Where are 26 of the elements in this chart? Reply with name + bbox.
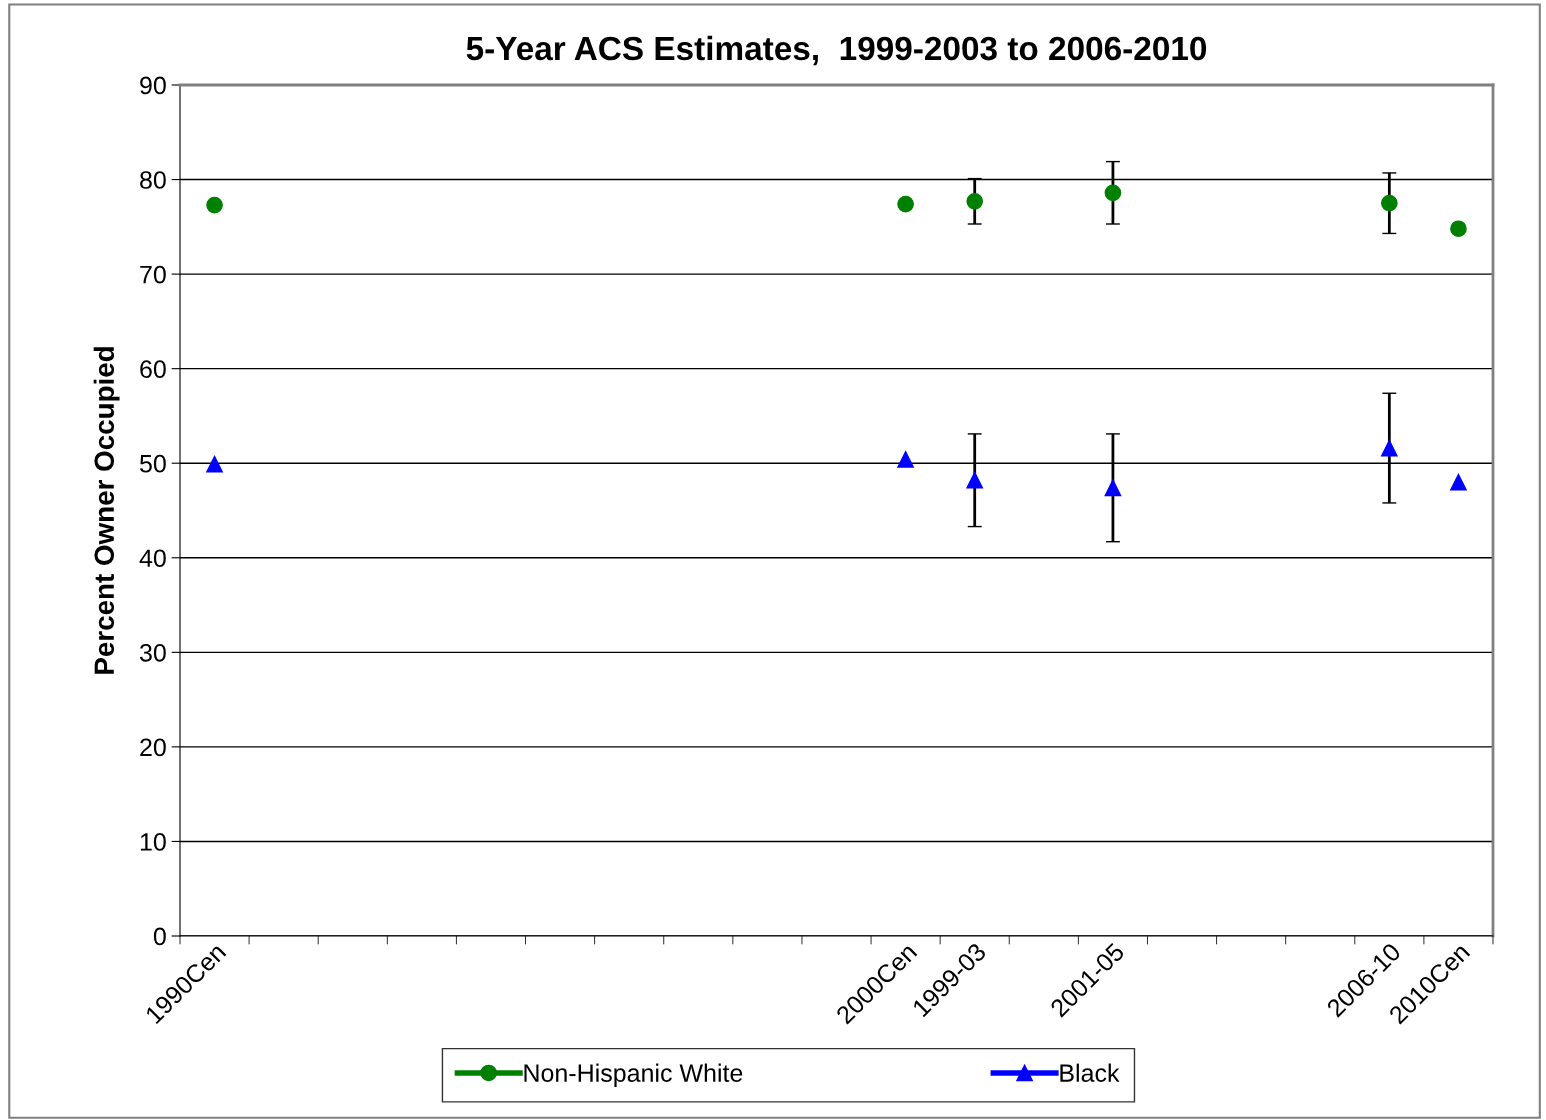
point (206, 196, 223, 214)
point (1450, 220, 1467, 238)
point (1104, 184, 1122, 202)
point (1450, 473, 1467, 491)
y-tick-label: 60 (140, 360, 166, 378)
y-tick-label: 70 (140, 265, 166, 284)
chart-title: 5-Year ACS Estimates, 1999-2003 to 2006-2010 (466, 35, 1207, 66)
point (897, 195, 914, 213)
y-tick-label: 40 (139, 549, 166, 568)
point (1381, 439, 1398, 457)
point (966, 471, 984, 489)
point (1381, 194, 1398, 212)
y-tick-label: 30 (139, 643, 166, 662)
point (966, 192, 984, 210)
legend-label: Non-Hispanic White (524, 1063, 743, 1087)
y-tick-label: 10 (140, 833, 166, 851)
y-tick-label: 0 (153, 927, 166, 946)
point (897, 451, 914, 468)
y-tick-label: 20 (140, 738, 166, 757)
y-axis-title: Percent Owner Occupied (93, 347, 120, 674)
y-tick-label: 80 (140, 171, 166, 189)
legend-label: Black (1060, 1063, 1120, 1082)
point (1104, 479, 1122, 497)
point (206, 455, 223, 473)
y-tick-label: 50 (140, 454, 166, 473)
y-tick-label: 90 (140, 76, 166, 95)
